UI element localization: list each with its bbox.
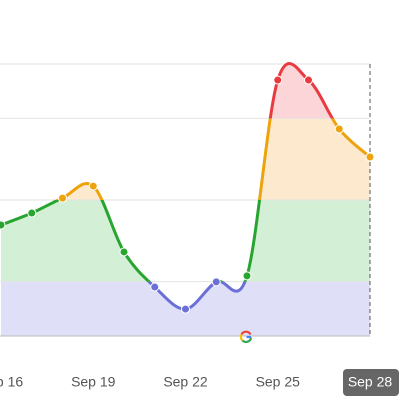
point	[242, 271, 252, 281]
x-tick-label: Sep 19	[71, 374, 116, 390]
point	[304, 75, 313, 85]
point	[88, 181, 98, 191]
point	[58, 193, 67, 203]
point	[27, 208, 37, 218]
google-icon	[239, 330, 253, 344]
point	[119, 247, 129, 257]
dot-layer	[0, 75, 375, 314]
point	[334, 124, 344, 134]
area-layer	[1, 63, 370, 336]
x-tick-label: Sep 22	[163, 374, 208, 390]
line	[146, 281, 247, 311]
point	[150, 282, 160, 292]
x-axis: Sep 16 Sep 19 Sep 22 Sep 25 Sep 28	[0, 369, 399, 396]
point	[211, 277, 221, 287]
point	[181, 304, 190, 314]
area	[1, 281, 370, 336]
point	[365, 152, 375, 162]
point	[273, 75, 283, 85]
area	[1, 200, 370, 282]
area	[58, 118, 370, 200]
grid-layer	[0, 63, 370, 337]
x-tick-label: Sep 25	[256, 374, 301, 390]
area	[270, 63, 333, 119]
x-tick-label: Sep 16	[0, 374, 23, 390]
x-tick-label: Sep 28	[348, 374, 393, 390]
selected-date-bg	[343, 369, 399, 396]
point	[0, 220, 6, 230]
